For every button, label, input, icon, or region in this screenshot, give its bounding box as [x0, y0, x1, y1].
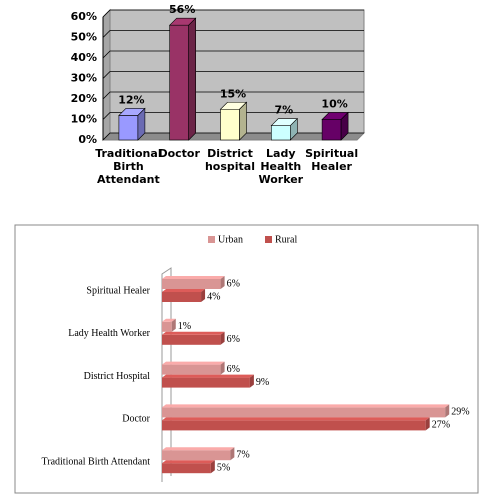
bar-side [340, 111, 349, 141]
bar [169, 24, 189, 141]
y-tick-label: 10% [71, 113, 97, 126]
y-tick-label: 50% [71, 31, 97, 44]
value-label: 9% [256, 377, 269, 388]
y-tick-label: 0% [78, 133, 97, 146]
value-label: 1% [178, 321, 191, 332]
bar [162, 321, 172, 332]
y-tick-label: District Hospital [84, 371, 151, 382]
value-label: 15% [220, 87, 246, 100]
value-label: 7% [274, 104, 293, 117]
bar [162, 463, 211, 474]
bar-end [230, 447, 235, 461]
bar-side [239, 101, 247, 141]
value-label: 12% [118, 93, 144, 106]
bar [162, 407, 446, 418]
value-label: 4% [207, 291, 220, 302]
grid-line [102, 9, 364, 18]
bar [162, 292, 202, 302]
bar-side [188, 17, 196, 141]
value-label: 56% [169, 3, 195, 16]
bar-top [162, 318, 176, 322]
bar [162, 420, 426, 431]
bar [270, 125, 291, 141]
bar-side [137, 107, 146, 141]
x-tick-label: Lady Health Worker [258, 147, 303, 186]
y-tick-label: Lady Health Worker [68, 328, 150, 339]
value-label: 6% [227, 364, 240, 375]
bar-top [162, 404, 450, 408]
bar [220, 108, 240, 141]
bar-side [289, 117, 298, 141]
y-tick-label: 20% [71, 92, 97, 105]
bar-top [162, 361, 225, 365]
grid-line [102, 91, 364, 100]
bar-end [445, 404, 450, 418]
bar [118, 115, 139, 141]
value-label: 6% [227, 278, 240, 289]
bar-top [162, 460, 215, 464]
y-tick-label: 30% [71, 72, 97, 85]
bar-end [220, 331, 225, 345]
chart-1: 0% 10% 20% 30% 40% 50% 60% 12% Traditional Birth A… [71, 3, 366, 186]
bar-end [171, 318, 176, 332]
y-tick-label: Traditional Birth Attendant [41, 456, 150, 467]
y-tick-label: Doctor [122, 414, 150, 425]
legend-swatch [208, 236, 215, 243]
bar-top [162, 374, 254, 378]
grid-line [102, 30, 364, 38]
y-tick-label: 40% [71, 51, 97, 64]
bar-top [162, 289, 206, 292]
y-tick-label: 60% [71, 10, 97, 23]
x-tick-label: Doctor [158, 147, 200, 160]
x-tick-label: District hospital [205, 147, 255, 173]
bar-end [210, 460, 215, 474]
legend-label: Urban [218, 234, 243, 245]
value-label: 6% [227, 334, 240, 345]
legend-swatch [265, 236, 272, 243]
x-tick-label: Traditional Birth Attendant [95, 147, 161, 186]
value-label: 5% [217, 462, 230, 473]
value-label: 7% [236, 449, 249, 460]
bar [162, 279, 221, 289]
bar-top [162, 276, 225, 279]
bar-end [220, 276, 225, 289]
bar [162, 364, 221, 375]
chart-2: Spiritual Healer 6% 4% Lady Health Worker 1%… [14, 224, 479, 494]
bar [162, 377, 250, 388]
value-label: 29% [451, 407, 469, 418]
value-label: 10% [321, 98, 347, 111]
bar [162, 450, 231, 461]
bar-top [162, 417, 430, 421]
bar-end [201, 289, 206, 302]
bar-end [425, 417, 430, 431]
bar-end [220, 361, 225, 375]
bar [162, 334, 221, 345]
grid-line [102, 112, 364, 120]
chart-frame [14, 224, 479, 494]
bar-top [162, 447, 235, 451]
bar-top [162, 331, 225, 335]
grid-line [102, 50, 364, 59]
value-label: 27% [432, 420, 450, 431]
y-tick-label: Spiritual Healer [86, 285, 150, 296]
bar [321, 119, 342, 141]
x-tick-label: Spiritual Healer [305, 147, 358, 173]
legend-label: Rural [275, 234, 297, 245]
grid-line [102, 71, 364, 79]
bar-end [249, 374, 254, 388]
